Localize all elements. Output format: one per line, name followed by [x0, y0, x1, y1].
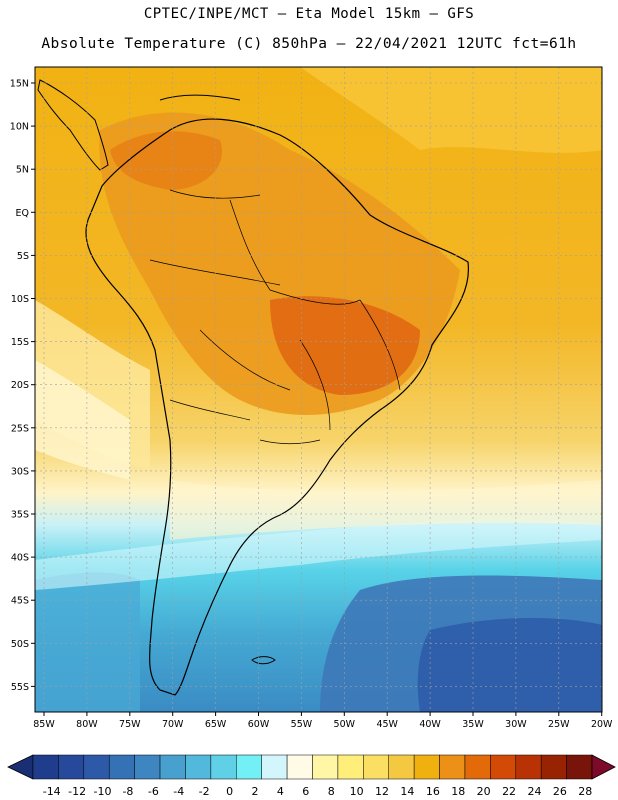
colorbar-label: 22: [502, 785, 516, 798]
colorbar-swatch: [108, 754, 135, 780]
colorbar-swatch: [261, 754, 288, 780]
colorbar-swatch: [515, 754, 542, 780]
colorbar-swatch: [540, 754, 567, 780]
colorbar-swatch: [185, 754, 212, 780]
country-borders: [149, 189, 401, 445]
colorbar-label: -2: [199, 785, 210, 798]
colorbar-label: -6: [148, 785, 159, 798]
colorbar-swatch: [210, 754, 237, 780]
colorbar-min-arrow: [7, 754, 34, 780]
lat-label: 30S: [11, 466, 29, 477]
lon-label: 60W: [248, 719, 270, 730]
colorbar-label: 6: [302, 785, 309, 798]
falkland-islands: [251, 656, 276, 665]
lon-label: 55W: [291, 719, 313, 730]
latitude-labels: 15N 10N 5N EQ 5S 10S 15S 20S 25S 30S 35S 40S 45S 50S 5…: [10, 79, 35, 693]
colorbar-swatch: [134, 754, 161, 780]
temperature-field: [35, 67, 602, 712]
lat-label: 15S: [11, 337, 29, 348]
colorbar-label: 0: [226, 785, 233, 798]
colorbar-label: 14: [400, 785, 414, 798]
colorbar-swatch: [32, 754, 59, 780]
colorbar-swatch: [363, 754, 389, 780]
colorbar-swatch: [312, 754, 339, 780]
lat-label: EQ: [16, 208, 29, 219]
colorbar-label: 10: [350, 785, 364, 798]
colorbar-swatch: [286, 754, 313, 780]
lat-label: 55S: [11, 682, 29, 693]
lat-label: 25S: [11, 423, 29, 434]
colorbar: -14 -12 -10 -8 -6 -4 -2 0 2 4 6 8 10 12 14 16 18 20 22 24 26…: [7, 754, 616, 798]
lat-label: 40S: [11, 553, 29, 564]
colorbar-label: 20: [477, 785, 491, 798]
longitude-labels: 85W 80W 75W 70W 65W 60W 55W 50W 45W 40W 35W 30W 25W 2…: [33, 712, 613, 730]
lon-label: 25W: [548, 719, 570, 730]
colorbar-label: 2: [251, 785, 258, 798]
lat-label: 50S: [11, 639, 29, 650]
colorbar-label: -12: [68, 785, 86, 798]
colorbar-swatch: [159, 754, 186, 780]
colorbar-label: -4: [173, 785, 184, 798]
lon-label: 70W: [162, 719, 184, 730]
lat-label: 45S: [11, 596, 29, 607]
colorbar-label: 4: [277, 785, 284, 798]
colorbar-max-arrow: [591, 754, 616, 780]
lon-label: 20W: [591, 719, 613, 730]
colorbar-label: 12: [375, 785, 389, 798]
colorbar-swatch: [566, 754, 593, 780]
lat-label: 15N: [10, 79, 29, 90]
caribbean-islands: [159, 94, 241, 101]
south-america-outline: [85, 118, 469, 696]
colorbar-swatch: [413, 754, 440, 780]
colorbar-label: 18: [451, 785, 465, 798]
lat-label: 10N: [10, 122, 29, 133]
lat-label: 35S: [11, 510, 29, 521]
chart-title-line1: CPTEC/INPE/MCT – Eta Model 15km – GFS: [143, 6, 475, 22]
colorbar-label: 16: [426, 785, 440, 798]
colorbar-swatch: [490, 754, 517, 780]
colorbar-swatch: [58, 754, 85, 780]
colorbar-label: 28: [578, 785, 592, 798]
lon-label: 50W: [334, 719, 356, 730]
lon-label: 30W: [505, 719, 527, 730]
lon-label: 75W: [119, 719, 141, 730]
lon-label: 40W: [419, 719, 441, 730]
colorbar-label: 8: [328, 785, 335, 798]
colorbar-label: -14: [43, 785, 61, 798]
lat-label: 5N: [16, 165, 29, 176]
lat-label: 10S: [11, 294, 29, 305]
lat-label: 5S: [17, 251, 29, 262]
colorbar-label: -10: [94, 785, 112, 798]
lon-label: 45W: [376, 719, 398, 730]
colorbar-swatch: [83, 754, 110, 780]
colorbar-swatch: [337, 754, 364, 780]
lon-label: 35W: [462, 719, 484, 730]
lat-label: 20S: [11, 380, 29, 391]
lon-label: 85W: [33, 719, 55, 730]
colorbar-swatch: [236, 754, 262, 780]
colorbar-label: -8: [122, 785, 133, 798]
colorbar-swatch: [464, 754, 491, 780]
colorbar-label: 24: [527, 785, 541, 798]
central-america-outline: [37, 79, 109, 171]
colorbar-swatch: [388, 754, 415, 780]
lon-label: 80W: [76, 719, 98, 730]
colorbar-swatch: [439, 754, 466, 780]
chart-title-line2: Absolute Temperature (C) 850hPa – 22/04/…: [41, 36, 577, 52]
map-frame: [34, 66, 603, 713]
colorbar-label: 26: [553, 785, 567, 798]
lon-label: 65W: [205, 719, 227, 730]
